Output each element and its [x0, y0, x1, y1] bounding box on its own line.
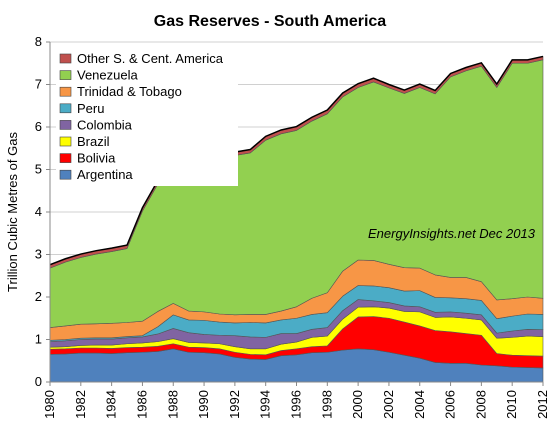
y-axis-label: Trillion Cubic Metres of Gas	[5, 132, 20, 292]
legend-swatch	[59, 136, 72, 147]
x-tick-labels: 1980 1982 1984 1986 1988 1990 1992 1994 1996 1998…	[42, 382, 550, 419]
legend-swatch	[59, 103, 72, 114]
x-tick-label: 1990	[196, 390, 211, 419]
legend-label: Colombia	[77, 117, 133, 132]
legend-label: Peru	[77, 101, 104, 116]
y-tick-label: 2	[35, 289, 42, 304]
x-tick-label: 1984	[104, 390, 119, 419]
y-tick-labels: 0 1 2 3 4 5 6 7 8	[35, 34, 50, 389]
legend-swatch	[59, 70, 72, 80]
total-outline	[49, 55, 544, 266]
x-tick-label: 1988	[165, 390, 180, 419]
y-tick-label: 6	[35, 119, 42, 134]
y-tick-label: 1	[35, 332, 42, 347]
legend-swatch	[59, 169, 72, 180]
legend-swatch	[59, 53, 72, 64]
x-tick-label: 2000	[350, 390, 365, 419]
x-tick-label: 2012	[535, 390, 550, 419]
legend-label: Other S. & Cent. America	[77, 51, 224, 66]
x-tick-label: 1998	[319, 390, 334, 419]
legend-swatch	[59, 153, 72, 163]
x-tick-label: 1980	[42, 390, 57, 419]
y-tick-label: 8	[35, 34, 42, 49]
x-tick-label: 1992	[227, 390, 242, 419]
legend-label: Trinidad & Tobago	[77, 84, 182, 99]
legend-label: Brazil	[77, 134, 110, 149]
legend-swatch	[59, 86, 72, 97]
legend-swatch	[59, 120, 72, 130]
stacked-areas	[49, 55, 544, 383]
x-tick-label: 2010	[504, 390, 519, 419]
legend-label: Bolivia	[77, 151, 116, 166]
legend-label: Argentina	[77, 167, 133, 182]
x-tick-label: 1986	[134, 390, 149, 419]
y-tick-label: 7	[35, 77, 42, 92]
legend-box	[56, 48, 238, 186]
y-tick-label: 0	[35, 374, 42, 389]
chart-title: Gas Reserves - South America	[154, 13, 387, 30]
legend: Other S. & Cent. America VenezuelaTrinida…	[56, 48, 238, 186]
legend-label: Venezuela	[77, 68, 138, 83]
y-tick-label: 5	[35, 162, 42, 177]
x-tick-label: 1994	[258, 390, 273, 419]
x-tick-label: 2008	[473, 390, 488, 419]
y-tick-label: 3	[35, 247, 42, 262]
y-tick-label: 4	[35, 204, 42, 219]
x-tick-label: 1996	[289, 390, 304, 419]
x-tick-label: 1982	[73, 390, 88, 419]
x-tick-label: 2006	[443, 390, 458, 419]
x-tick-label: 2004	[412, 390, 427, 419]
chart-annotation: EnergyInsights.net Dec 2013	[368, 226, 536, 241]
x-tick-label: 2002	[381, 390, 396, 419]
